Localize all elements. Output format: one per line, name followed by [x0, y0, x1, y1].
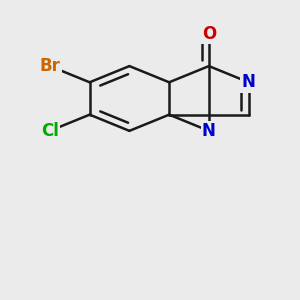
Text: Cl: Cl — [41, 122, 59, 140]
Text: N: N — [202, 122, 216, 140]
Text: O: O — [202, 25, 216, 43]
Text: N: N — [242, 73, 256, 91]
Text: Br: Br — [40, 57, 60, 75]
